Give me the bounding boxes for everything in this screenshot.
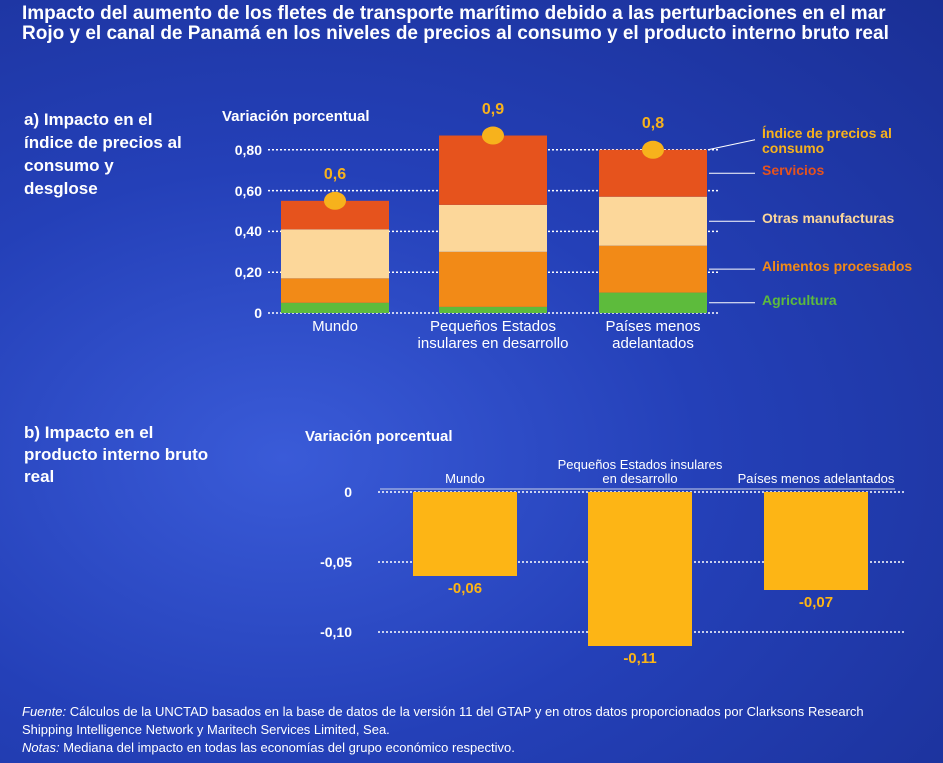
- bar: [588, 492, 692, 646]
- y-tick-label: 0,80: [234, 141, 262, 158]
- notes-label: Notas:: [22, 740, 60, 755]
- source-text: Cálculos de la UNCTAD basados en la base…: [22, 704, 864, 737]
- x-tick-label: Países menos adelantados: [737, 471, 895, 486]
- y-tick-label: 0: [344, 484, 352, 500]
- bar-segment: [439, 251, 547, 307]
- value-label: 0,6: [323, 165, 347, 183]
- legend-leader: [707, 139, 756, 151]
- bar-segment: [599, 292, 707, 313]
- value-label: 0,8: [641, 114, 665, 132]
- legend-label: Servicios: [762, 162, 825, 179]
- bar: [413, 492, 517, 576]
- y-tick-label: 0,60: [234, 182, 262, 199]
- y-axis-label: Variación porcentual: [222, 108, 370, 125]
- title: Impacto del aumento de los fletes de tra…: [22, 3, 889, 44]
- bar-segment: [439, 204, 547, 252]
- bar-segment: [281, 229, 389, 279]
- value-label: 0,9: [481, 100, 505, 118]
- marker-dot: [324, 191, 346, 210]
- y-tick-label: 0: [254, 305, 262, 321]
- legend-label: Agricultura: [762, 291, 837, 308]
- x-tick-label: Pequeños Estados insulares en desarrollo: [417, 318, 569, 352]
- x-tick-label: Mundo: [445, 471, 485, 486]
- y-tick-label: 0,40: [234, 223, 262, 240]
- legend-label: Otras manufacturas: [762, 210, 895, 227]
- bar-segment: [439, 306, 547, 313]
- source-label: Fuente:: [22, 704, 67, 719]
- y-tick-label: -0,05: [320, 554, 352, 570]
- value-label: -0,06: [447, 580, 483, 597]
- y-tick-label: -0,10: [320, 624, 352, 640]
- legend-label: Índice de precios al consumo: [762, 124, 892, 156]
- subtitle: b) Impacto en el producto interno bruto …: [24, 423, 209, 486]
- bar-segment: [281, 302, 389, 313]
- subtitle: a) Impacto en el índice de precios al co…: [24, 110, 182, 198]
- x-tick-label: Pequeños Estados insulares en desarrollo: [557, 457, 723, 486]
- bar: [764, 492, 868, 590]
- bar-segment: [599, 196, 707, 246]
- marker-dot: [482, 126, 504, 145]
- value-label: -0,11: [623, 650, 657, 667]
- y-axis-label: Variación porcentual: [305, 428, 453, 445]
- bar-segment: [281, 278, 389, 303]
- value-label: -0,07: [798, 594, 834, 611]
- x-tick-label: Países menos adelantados: [605, 318, 701, 352]
- footnote: Fuente: Cálculos de la UNCTAD basados en…: [22, 703, 902, 757]
- bar-segment: [599, 245, 707, 293]
- legend-label: Alimentos procesados: [762, 258, 913, 275]
- x-tick-label: Mundo: [312, 318, 358, 335]
- notes-text: Mediana del impacto en todas las economí…: [63, 740, 515, 755]
- y-tick-label: 0,20: [234, 264, 262, 281]
- bar-segment: [439, 135, 547, 205]
- marker-dot: [642, 140, 664, 159]
